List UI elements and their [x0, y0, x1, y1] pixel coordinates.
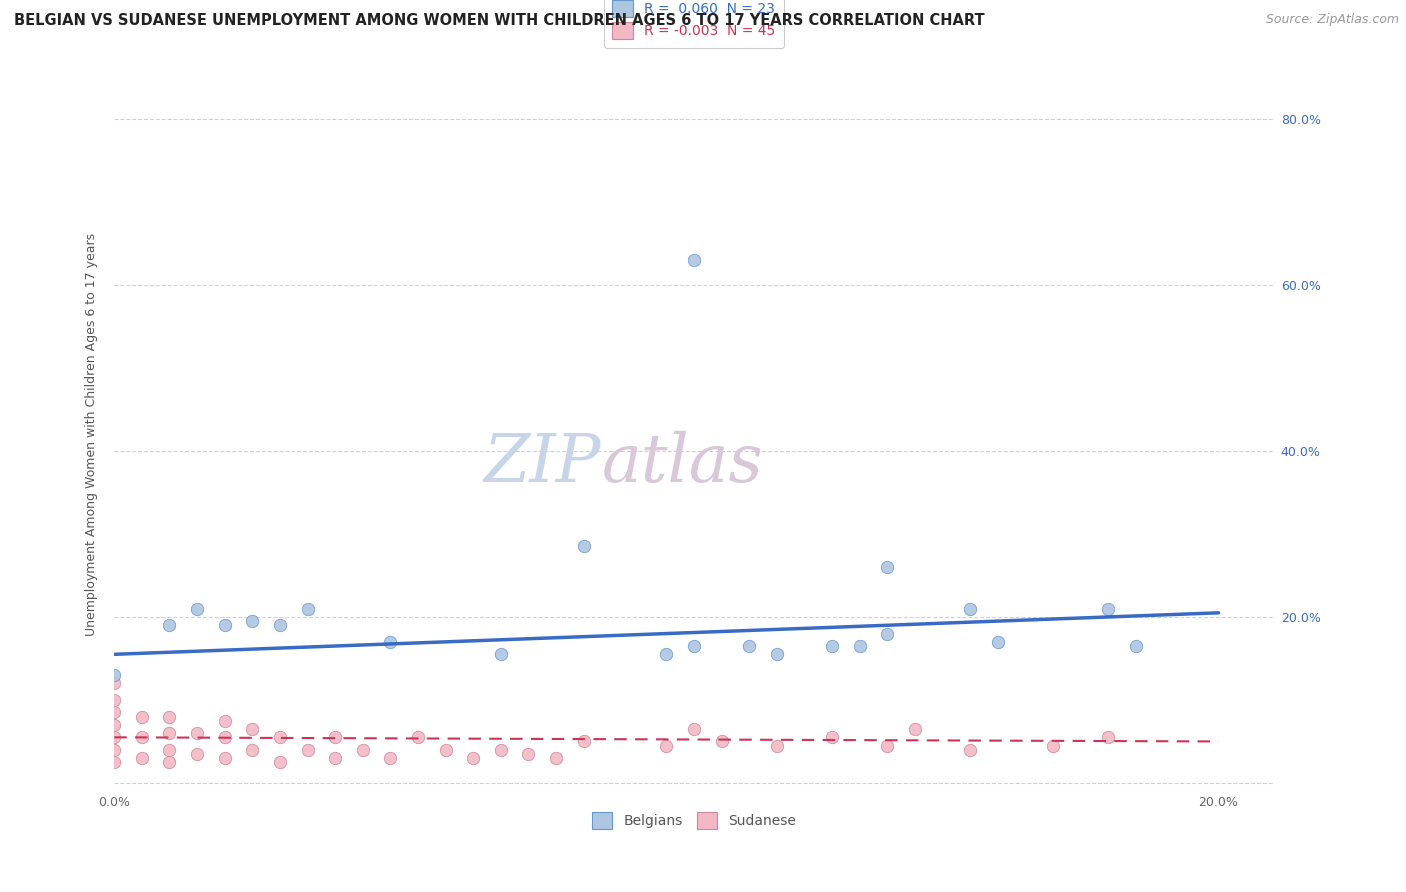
Point — [489, 743, 512, 757]
Point — [904, 722, 927, 736]
Point — [103, 731, 125, 745]
Point — [103, 706, 125, 720]
Point — [655, 648, 678, 662]
Point — [959, 601, 981, 615]
Point — [766, 739, 789, 753]
Point — [103, 718, 125, 732]
Text: Source: ZipAtlas.com: Source: ZipAtlas.com — [1265, 13, 1399, 27]
Point — [544, 751, 567, 765]
Point — [738, 639, 761, 653]
Point — [876, 739, 898, 753]
Point — [159, 618, 181, 632]
Y-axis label: Unemployment Among Women with Children Ages 6 to 17 years: Unemployment Among Women with Children A… — [86, 233, 98, 636]
Point — [240, 722, 263, 736]
Point — [323, 731, 346, 745]
Point — [131, 751, 153, 765]
Point — [1042, 739, 1064, 753]
Text: BELGIAN VS SUDANESE UNEMPLOYMENT AMONG WOMEN WITH CHILDREN AGES 6 TO 17 YEARS CO: BELGIAN VS SUDANESE UNEMPLOYMENT AMONG W… — [14, 13, 984, 29]
Point — [517, 747, 540, 761]
Point — [131, 709, 153, 723]
Point — [1097, 601, 1119, 615]
Point — [959, 743, 981, 757]
Point — [683, 639, 706, 653]
Point — [159, 709, 181, 723]
Point — [103, 668, 125, 682]
Point — [876, 560, 898, 574]
Legend: Belgians, Sudanese: Belgians, Sudanese — [586, 806, 801, 834]
Point — [269, 731, 291, 745]
Point — [103, 676, 125, 690]
Point — [766, 648, 789, 662]
Point — [434, 743, 457, 757]
Point — [131, 731, 153, 745]
Point — [269, 756, 291, 770]
Point — [572, 540, 595, 554]
Point — [297, 601, 319, 615]
Point — [352, 743, 374, 757]
Point — [848, 639, 870, 653]
Point — [710, 734, 733, 748]
Point — [572, 734, 595, 748]
Point — [683, 253, 706, 268]
Point — [489, 648, 512, 662]
Point — [240, 743, 263, 757]
Point — [1125, 639, 1147, 653]
Point — [987, 635, 1010, 649]
Point — [297, 743, 319, 757]
Point — [463, 751, 485, 765]
Point — [186, 601, 208, 615]
Point — [821, 639, 844, 653]
Point — [323, 751, 346, 765]
Point — [683, 722, 706, 736]
Point — [103, 693, 125, 707]
Point — [406, 731, 429, 745]
Point — [214, 618, 236, 632]
Point — [876, 626, 898, 640]
Point — [380, 751, 402, 765]
Point — [240, 614, 263, 628]
Text: atlas: atlas — [602, 430, 763, 496]
Point — [269, 618, 291, 632]
Point — [214, 731, 236, 745]
Point — [186, 726, 208, 740]
Point — [186, 747, 208, 761]
Point — [380, 635, 402, 649]
Point — [214, 751, 236, 765]
Point — [821, 731, 844, 745]
Text: ZIP: ZIP — [484, 430, 602, 496]
Point — [159, 743, 181, 757]
Point — [214, 714, 236, 728]
Point — [655, 739, 678, 753]
Point — [103, 756, 125, 770]
Point — [1097, 731, 1119, 745]
Point — [103, 743, 125, 757]
Point — [159, 726, 181, 740]
Point — [159, 756, 181, 770]
